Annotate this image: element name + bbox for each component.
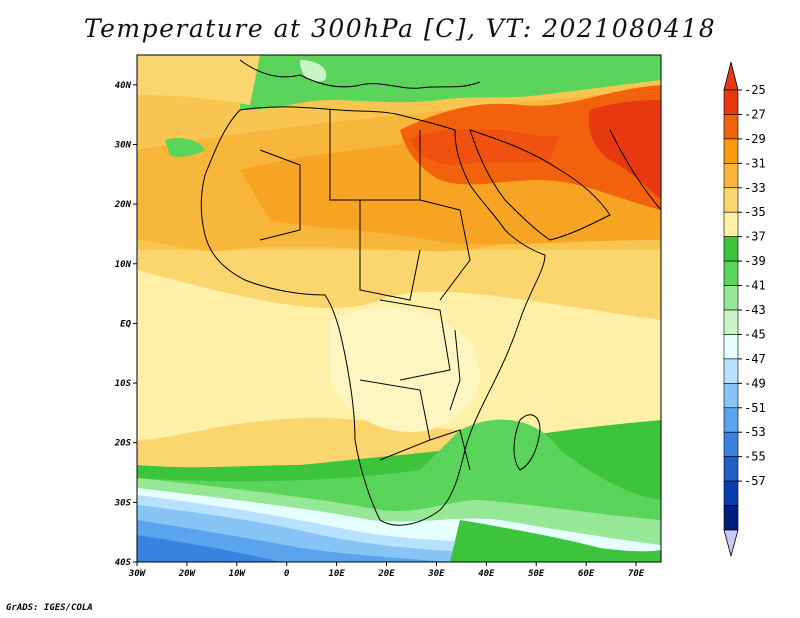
colorbar-label: -49 <box>744 376 766 390</box>
colorbar-swatch <box>723 260 739 286</box>
colorbar-swatch <box>723 163 739 189</box>
x-tick-label: 10W <box>229 569 247 579</box>
colorbar-swatch <box>723 114 739 140</box>
y-tick-label: 40S <box>115 558 132 568</box>
x-tick-label: 60E <box>578 569 595 579</box>
colorbar-swatch <box>723 334 739 360</box>
x-axis: 30W 20W 10W 0 10E 20E 30E 40E 50E 60E 70E <box>128 562 645 579</box>
x-tick-label: 20W <box>178 569 197 579</box>
colorbar-swatch <box>723 431 739 457</box>
colorbar-label: -37 <box>744 230 766 244</box>
colorbar-swatch <box>723 285 739 311</box>
colorbar-swatch <box>723 358 739 384</box>
y-tick-label: 40N <box>115 81 132 91</box>
colorbar-label: -31 <box>744 156 766 170</box>
colorbar-cap-top <box>723 61 739 91</box>
y-tick-label: 30N <box>114 140 132 150</box>
colorbar-label: -45 <box>744 327 766 341</box>
colorbar-label: -35 <box>744 205 766 219</box>
colorbar-label: -33 <box>744 181 766 195</box>
x-tick-label: 40E <box>478 569 495 579</box>
y-tick-label: 10S <box>115 379 132 389</box>
y-tick-label: 10N <box>115 260 132 270</box>
colorbar-swatch <box>723 236 739 262</box>
x-tick-label: 10E <box>328 569 345 579</box>
colorbar-label: -29 <box>744 132 766 146</box>
colorbar-label: -39 <box>744 254 766 268</box>
colorbar-label: -47 <box>744 352 766 366</box>
colorbar-cap-bottom <box>723 529 739 558</box>
x-tick-label: 30W <box>128 569 147 579</box>
colorbar: -25 -27 -29 -31 -33 -35 -37 -39 -41 -43 -45 -47 -49 -… <box>723 61 766 558</box>
colorbar-swatch <box>723 480 739 506</box>
y-tick-label: 30S <box>114 498 132 508</box>
x-tick-label: 30E <box>427 569 445 579</box>
y-tick-label: 20S <box>114 439 132 449</box>
credit-text: GrADS: IGES/COLA <box>6 603 93 613</box>
colorbar-label: -55 <box>744 450 766 464</box>
coastlines <box>200 59 661 526</box>
colorbar-swatch <box>723 89 739 115</box>
chart-title: Temperature at 300hPa [C], VT: 202108041… <box>83 14 717 43</box>
x-tick-label: 70E <box>628 569 645 579</box>
x-tick-label: 50E <box>528 569 545 579</box>
colorbar-label: -27 <box>744 107 766 121</box>
y-tick-label: EQ <box>120 319 131 329</box>
colorbar-label: -53 <box>744 425 766 439</box>
colorbar-swatch <box>723 138 739 164</box>
x-tick-label: 20E <box>377 569 395 579</box>
colorbar-swatch <box>723 211 739 237</box>
colorbar-label: -43 <box>744 303 766 317</box>
y-tick-label: 20N <box>114 200 132 210</box>
colorbar-label: -51 <box>744 401 766 415</box>
colorbar-swatch <box>723 309 739 335</box>
colorbar-label: -41 <box>744 279 766 293</box>
colorbar-label: -57 <box>744 474 766 488</box>
colorbar-swatch <box>723 187 739 213</box>
y-axis: 40N 30N 20N 10N EQ 10S 20S 30S 40S <box>114 81 137 568</box>
colorbar-swatch <box>723 505 739 531</box>
temperature-field <box>137 55 661 562</box>
map-frame <box>136 54 662 563</box>
colorbar-label: -25 <box>744 83 766 97</box>
x-tick-label: 0 <box>284 569 290 579</box>
colorbar-swatch <box>723 383 739 409</box>
colorbar-swatch <box>723 407 739 433</box>
colorbar-swatch <box>723 456 739 482</box>
